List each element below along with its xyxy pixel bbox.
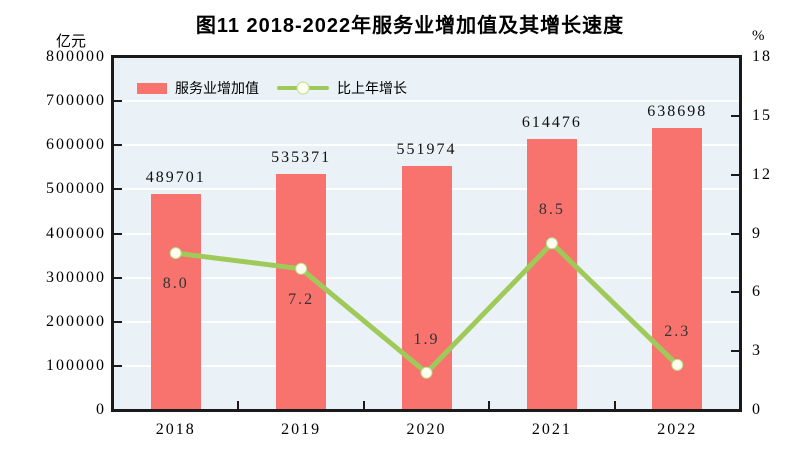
- right-axis-tick: [731, 232, 740, 235]
- growth-value-label: 7.2: [288, 290, 315, 308]
- left-axis-tick-label: 500000: [46, 180, 106, 198]
- x-axis-tick-label: 2021: [531, 421, 572, 438]
- legend-item-line: 比上年增长: [277, 78, 407, 98]
- line-marker-icon: [296, 81, 310, 95]
- left-axis-tick-label: 600000: [46, 136, 106, 154]
- bar-legend-swatch: [137, 82, 167, 94]
- x-axis-tick-label: 2019: [281, 421, 322, 438]
- bar-2019: [276, 173, 327, 410]
- left-axis-tick-label: 100000: [46, 356, 106, 374]
- left-axis-tick: [113, 188, 122, 191]
- growth-line-series: [169, 237, 684, 379]
- x-axis-tick: [613, 401, 616, 410]
- right-axis-tick-label: 15: [752, 106, 772, 124]
- left-axis-tick: [113, 320, 122, 323]
- growth-marker-2019: [295, 262, 308, 275]
- gridline: [113, 100, 740, 103]
- left-axis-tick-label: 200000: [46, 312, 106, 330]
- left-axis-tick-label: 400000: [46, 224, 106, 242]
- growth-value-label: 2.3: [664, 322, 691, 340]
- legend-item-bars: 服务业增加值: [137, 78, 259, 98]
- left-axis-tick: [113, 100, 122, 103]
- right-axis-tick-label: 0: [752, 401, 762, 418]
- left-axis-tick: [113, 364, 122, 367]
- growth-marker-2022: [671, 358, 684, 371]
- bar-legend-label: 服务业增加值: [175, 80, 259, 96]
- right-axis-tick-label: 3: [752, 342, 762, 360]
- left-axis-tick: [113, 144, 122, 147]
- bar-value-label: 535371: [271, 148, 332, 166]
- growth-value-label: 1.9: [413, 330, 440, 348]
- bar-2018: [150, 193, 201, 410]
- growth-value-label: 8.5: [538, 201, 565, 219]
- x-axis-tick-label: 2022: [657, 421, 698, 438]
- x-axis-tick-label: 2018: [155, 421, 196, 438]
- growth-value-label: 8.0: [162, 275, 189, 293]
- left-axis-tick-label: 0: [96, 401, 106, 418]
- bar-value-label: 489701: [145, 168, 206, 186]
- right-axis-tick-label: 12: [752, 165, 772, 183]
- line-legend-swatch: [277, 81, 329, 95]
- left-axis-tick-label: 700000: [46, 92, 106, 110]
- growth-line: [173, 240, 680, 376]
- bar-2021: [526, 138, 577, 410]
- right-axis-tick-label: 18: [752, 48, 772, 65]
- left-axis-tick: [113, 232, 122, 235]
- x-axis-tick: [488, 401, 491, 410]
- legend: 服务业增加值 比上年增长: [137, 78, 407, 98]
- right-axis-unit-label: %: [752, 28, 765, 44]
- left-axis-tick-label: 800000: [46, 48, 106, 65]
- line-legend-label: 比上年增长: [337, 80, 407, 96]
- chart-title: 图11 2018-2022年服务业增加值及其增长速度: [195, 15, 625, 37]
- right-axis-tick-label: 6: [752, 283, 762, 301]
- growth-marker-2021: [545, 237, 558, 250]
- right-axis-tick: [731, 291, 740, 294]
- bar-value-label: 614476: [521, 113, 582, 131]
- bar-value-label: 551974: [396, 141, 457, 159]
- right-axis-tick: [731, 114, 740, 117]
- growth-marker-2018: [169, 247, 182, 260]
- left-axis-unit-label: 亿元: [56, 33, 87, 50]
- growth-marker-2020: [420, 366, 433, 379]
- left-axis-tick-label: 300000: [46, 268, 106, 286]
- right-axis-tick: [731, 350, 740, 353]
- right-axis-tick: [731, 173, 740, 176]
- gridline: [113, 144, 740, 147]
- x-axis-tick: [362, 401, 365, 410]
- plot-area: 489701 535371 551974 614476 638698 8.0 7.2 1.9…: [111, 55, 742, 412]
- right-axis-tick-label: 9: [752, 224, 762, 242]
- bar-value-label: 638698: [647, 103, 708, 121]
- x-axis-tick-label: 2020: [406, 421, 447, 438]
- x-axis-tick: [237, 401, 240, 410]
- left-axis-tick: [113, 276, 122, 279]
